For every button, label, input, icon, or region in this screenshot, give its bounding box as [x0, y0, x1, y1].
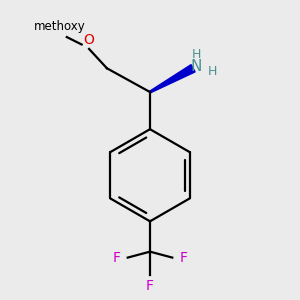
Text: O: O — [84, 34, 94, 47]
Text: F: F — [179, 250, 187, 265]
Text: F: F — [113, 250, 121, 265]
Polygon shape — [150, 64, 195, 93]
Text: F: F — [146, 279, 154, 293]
Text: N: N — [190, 59, 202, 74]
Text: methoxy: methoxy — [34, 20, 85, 33]
Text: H: H — [191, 48, 201, 62]
Text: H: H — [208, 65, 217, 78]
